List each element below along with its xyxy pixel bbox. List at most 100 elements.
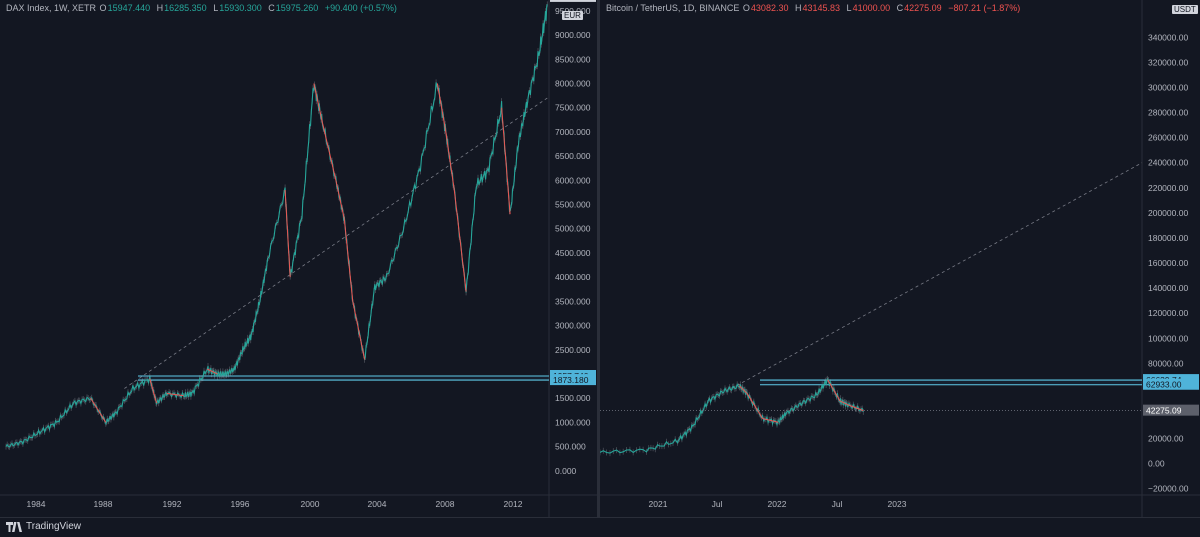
dax-candle-wicks — [5, 1, 548, 450]
btc-time-label: Jul — [832, 499, 843, 509]
dax-price-label: 4500.000 — [555, 248, 591, 258]
dax-price-label: 1500.000 — [555, 393, 591, 403]
btc-close: 42275.09 — [904, 3, 942, 13]
btc-price-label: 320000.00 — [1148, 57, 1188, 67]
btc-down-leg — [827, 379, 841, 402]
btc-open: 43082.30 — [750, 3, 789, 13]
btc-price-label: 260000.00 — [1148, 133, 1188, 143]
btc-price-label: 240000.00 — [1148, 158, 1188, 168]
btc-change: −807.21 (−1.87%) — [948, 3, 1021, 13]
btc-high: 43145.83 — [802, 3, 841, 13]
btc-chart[interactable]: 340000.00 320000.00 300000.00 280000.00 2600… — [600, 0, 1200, 517]
dax-price-label: 6000.000 — [555, 175, 591, 185]
dax-change: +90.400 (+0.57%) — [324, 3, 397, 13]
btc-time-label: 2023 — [888, 499, 907, 509]
dax-down-leg — [321, 122, 337, 181]
dax-price-label: 9000.000 — [555, 30, 591, 40]
dax-time-label: 1988 — [94, 499, 113, 509]
dax-price-label: 7000.000 — [555, 127, 591, 137]
btc-price-tag-text: 42275.09 — [1146, 406, 1182, 416]
dax-time-label: 1984 — [27, 499, 46, 509]
btc-currency-tag: USDT — [1172, 5, 1198, 14]
btc-price-tag: 62933.00 — [1143, 378, 1199, 390]
dax-price-label: 5500.000 — [555, 200, 591, 210]
btc-price-label: −20000.00 — [1148, 484, 1189, 494]
dax-price-label: 8000.000 — [555, 78, 591, 88]
dax-down-leg — [445, 131, 455, 191]
dax-down-leg — [207, 368, 218, 375]
brand-label: TradingView — [26, 521, 82, 532]
dax-time-label: 2004 — [368, 499, 387, 509]
btc-price-tag-bg — [1143, 404, 1199, 416]
dax-price-label: 8500.000 — [555, 54, 591, 64]
dax-price-label: 7500.000 — [555, 103, 591, 113]
btc-time-label: Jul — [712, 499, 723, 509]
dax-chart[interactable]: 9500.000 9000.000 8500.000 8000.000 7500.000… — [0, 0, 597, 517]
dax-close: 15975.260 — [275, 3, 319, 13]
btc-price-label: 20000.00 — [1148, 434, 1184, 444]
dax-price-label: 2500.000 — [555, 345, 591, 355]
btc-price-tag-bg — [1143, 378, 1199, 390]
btc-price-label: 340000.00 — [1148, 32, 1188, 42]
btc-down-leg — [739, 385, 748, 394]
dax-down-leg — [284, 189, 291, 278]
btc-price-line — [600, 378, 864, 454]
btc-down-leg — [839, 400, 848, 406]
btc-price-tag-text: 62933.00 — [1146, 380, 1182, 390]
btc-price-label: 180000.00 — [1148, 233, 1188, 243]
dax-price-label: 0.000 — [555, 466, 577, 476]
dax-price-label: 5000.000 — [555, 224, 591, 234]
dax-open: 15947.440 — [107, 3, 151, 13]
dax-down-leg — [166, 392, 184, 397]
btc-symbol: Bitcoin / TetherUS, 1D, BINANCE — [606, 3, 740, 13]
btc-legend: Bitcoin / TetherUS, 1D, BINANCE O43082.3… — [606, 3, 1021, 13]
dax-chart-pane[interactable]: DAX Index, 1W, XETR O15947.440 H16285.35… — [0, 0, 597, 517]
btc-price-label: 200000.00 — [1148, 208, 1188, 218]
dax-price-label: 6500.000 — [555, 151, 591, 161]
dax-trendline — [124, 97, 548, 389]
dax-time-label: 2012 — [504, 499, 523, 509]
dax-price-tag: 9787.68 — [550, 0, 596, 2]
dax-symbol: DAX Index, 1W, XETR — [6, 3, 97, 13]
dax-down-leg — [335, 180, 345, 220]
dax-down-leg — [313, 83, 323, 123]
btc-price-label: 300000.00 — [1148, 83, 1188, 93]
dax-legend: DAX Index, 1W, XETR O15947.440 H16285.35… — [6, 3, 397, 13]
dax-currency-tag: EUR — [562, 11, 583, 20]
btc-price-label: 80000.00 — [1148, 358, 1184, 368]
dax-price-label: 4000.000 — [555, 272, 591, 282]
dax-price-tag-text: 9787.68 — [553, 0, 584, 2]
dax-time-label: 1992 — [163, 499, 182, 509]
dax-down-leg — [343, 218, 354, 302]
pane-divider[interactable] — [597, 0, 600, 517]
btc-time-label: 2021 — [649, 499, 668, 509]
dax-down-leg — [149, 378, 158, 404]
btc-down-leg — [762, 418, 779, 423]
tradingview-logo[interactable]: TradingView — [6, 521, 81, 532]
btc-price-label: 120000.00 — [1148, 308, 1188, 318]
dax-price-tag-bg — [550, 374, 596, 386]
dax-down-leg — [90, 397, 107, 423]
btc-price-label: 140000.00 — [1148, 283, 1188, 293]
dax-low: 15930.300 — [219, 3, 262, 13]
btc-price-tag: 42275.09 — [1143, 404, 1199, 416]
btc-price-label: 160000.00 — [1148, 258, 1188, 268]
btc-down-leg — [847, 404, 864, 412]
dax-price-label: 500.000 — [555, 442, 586, 452]
btc-price-label: 0.00 — [1148, 459, 1165, 469]
btc-price-label: 100000.00 — [1148, 333, 1188, 343]
btc-chart-pane[interactable]: Bitcoin / TetherUS, 1D, BINANCE O43082.3… — [600, 0, 1200, 517]
btc-candle-wicks — [600, 375, 864, 457]
dax-high: 16285.350 — [164, 3, 207, 13]
tradingview-icon — [6, 521, 22, 532]
btc-price-label: 280000.00 — [1148, 108, 1188, 118]
btc-low: 41000.00 — [852, 3, 891, 13]
dax-time-label: 2008 — [436, 499, 455, 509]
dax-down-leg — [501, 107, 511, 215]
btc-trendline — [731, 162, 1143, 389]
dax-price-tag-text: 1873.180 — [553, 375, 589, 385]
dax-down-leg — [453, 189, 467, 292]
btc-zone-fill — [760, 380, 1142, 385]
dax-price-label: 1000.000 — [555, 417, 591, 427]
btc-price-label: 220000.00 — [1148, 183, 1188, 193]
